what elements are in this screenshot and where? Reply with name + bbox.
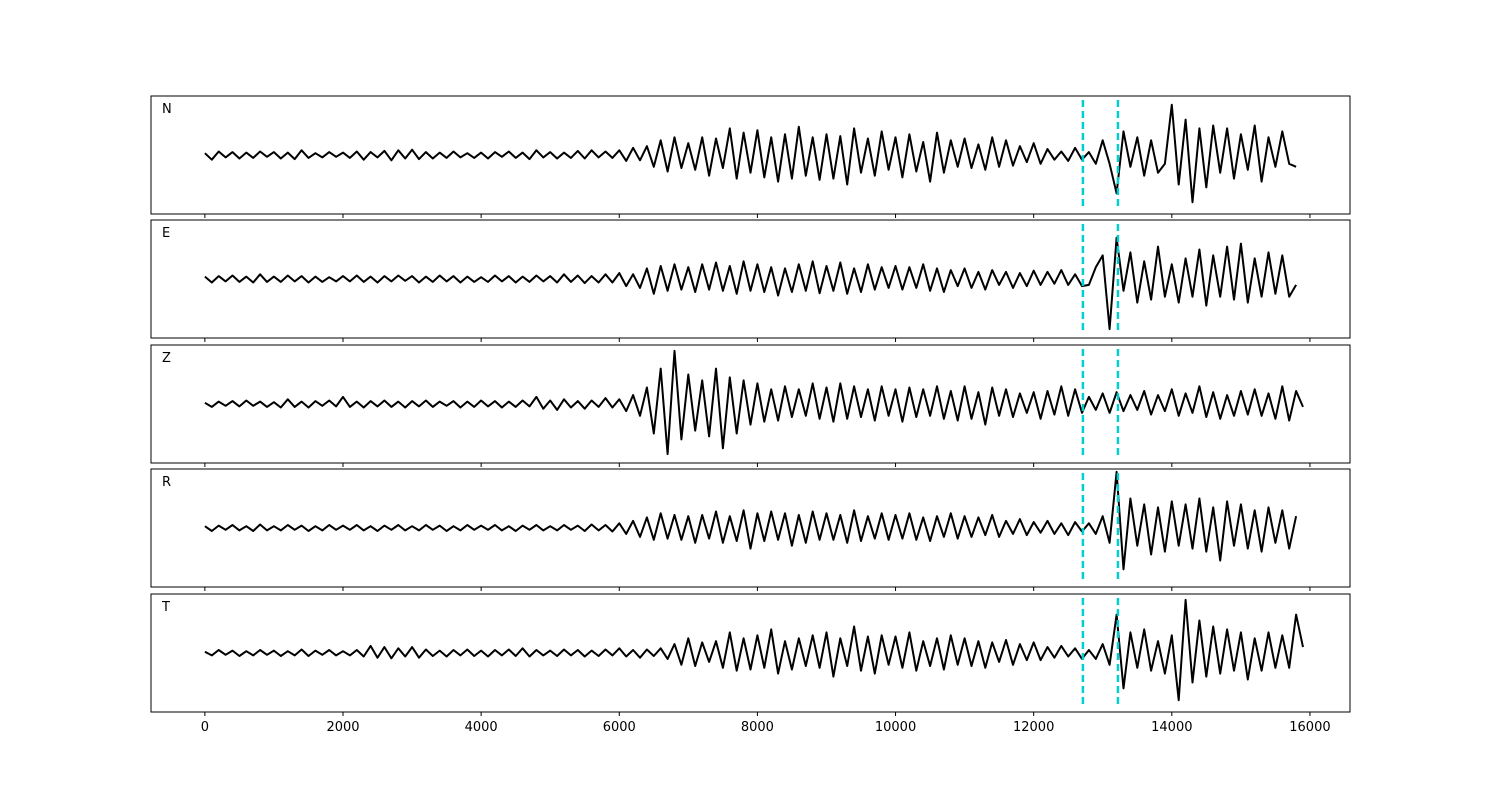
panel-label: T — [161, 600, 170, 615]
panel-label: N — [162, 102, 172, 117]
panel-z: Z — [150, 344, 1351, 467]
axes-frame — [150, 468, 1351, 588]
axes-frame — [150, 95, 1351, 215]
panel-label: E — [162, 226, 170, 241]
trace-e — [204, 236, 1297, 331]
x-tick-label: 16000 — [1289, 720, 1330, 735]
axes-frame — [150, 344, 1351, 464]
trace-r — [204, 470, 1298, 571]
x-tick-label: 10000 — [875, 720, 916, 735]
x-tick-label: 2000 — [326, 720, 359, 735]
trace-t — [204, 598, 1304, 702]
panel-label: R — [162, 475, 171, 490]
axes-frame — [150, 219, 1351, 339]
panel-r: R — [150, 468, 1351, 591]
x-tick-label: 12000 — [1013, 720, 1054, 735]
x-tick-label: 8000 — [741, 720, 774, 735]
x-tick-label: 14000 — [1151, 720, 1192, 735]
panel-n: N — [150, 95, 1351, 218]
axes-frame — [150, 593, 1351, 713]
panel-e: E — [150, 219, 1351, 342]
x-tick-label: 0 — [201, 720, 209, 735]
panel-t: T 0 2000 4000 6000 8000 10000 12000 14000 16000 — [150, 593, 1351, 735]
x-tick-label: 6000 — [603, 720, 636, 735]
panel-label: Z — [162, 351, 171, 366]
x-tick-label: 4000 — [465, 720, 498, 735]
trace-z — [204, 349, 1304, 456]
trace-n — [204, 103, 1297, 204]
